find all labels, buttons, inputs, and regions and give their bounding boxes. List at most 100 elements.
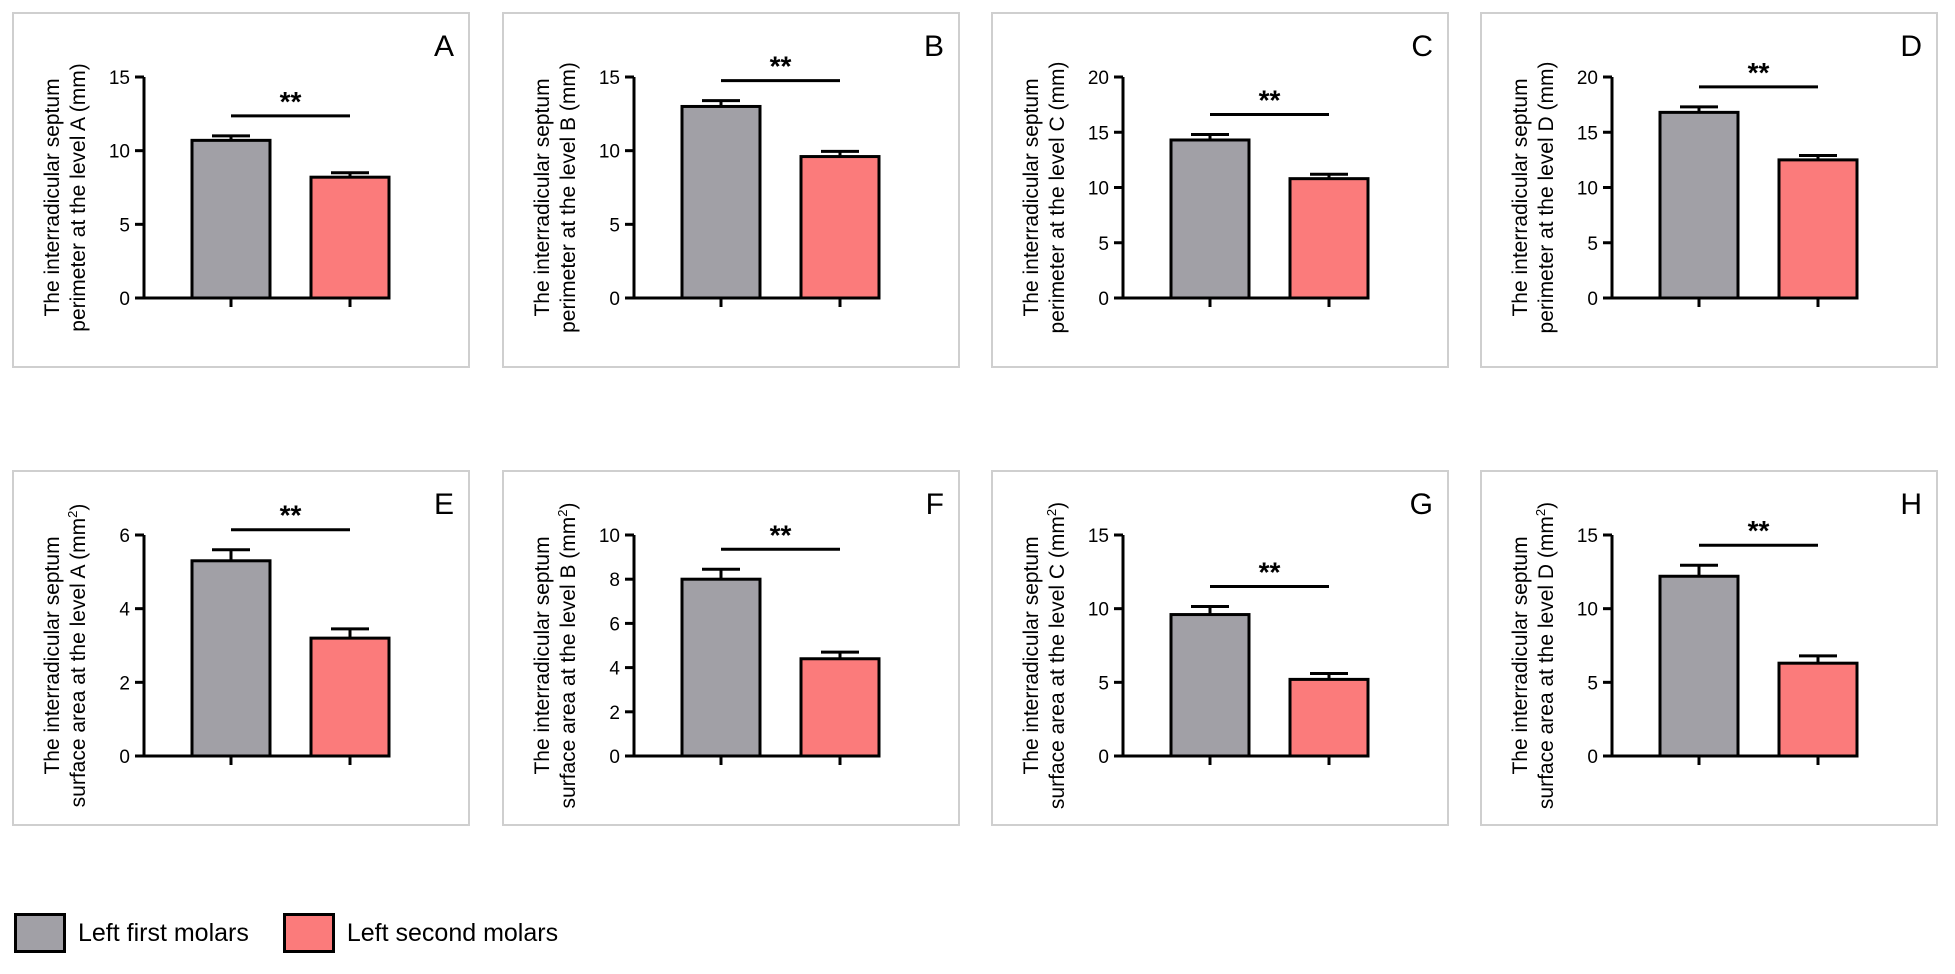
significance-label: ** xyxy=(1748,57,1770,88)
y-tick-label: 15 xyxy=(599,68,620,89)
y-axis-label-line1: The interradicular septum xyxy=(41,78,64,316)
bar-1 xyxy=(1169,613,1251,758)
bar-1 xyxy=(1658,110,1740,300)
y-tick-label: 15 xyxy=(109,68,130,89)
chart-svg-A: A The interradicular septum perimeter at t… xyxy=(41,30,454,332)
legend-swatch-first xyxy=(14,913,66,953)
y-axis-label: The interradicular septum perimeter at th… xyxy=(1509,62,1558,334)
chart-panel-F: F The interradicular septum surface area a… xyxy=(502,470,960,826)
y-tick-label: 10 xyxy=(599,142,620,163)
y-tick-label: 15 xyxy=(1577,123,1598,144)
bar-2 xyxy=(1777,158,1859,300)
bar-2 xyxy=(1777,661,1859,758)
y-axis-label: The interradicular septum surface area at… xyxy=(1020,502,1069,809)
significance-label: ** xyxy=(280,500,302,531)
chart-panel-C: C The interradicular septum perimeter at t… xyxy=(991,12,1449,368)
chart-svg-B: B The interradicular septum perimeter at t… xyxy=(531,30,944,333)
y-tick-label: 2 xyxy=(609,703,620,724)
y-axis-label-line1: The interradicular septum xyxy=(41,536,64,774)
panel-letter: F xyxy=(926,488,944,521)
panel-letter: E xyxy=(434,488,454,521)
bar-2 xyxy=(1288,677,1370,758)
y-tick-label: 0 xyxy=(1098,289,1109,310)
legend-item-first-molars: Left first molars xyxy=(14,913,249,953)
y-tick-label: 10 xyxy=(1577,179,1598,200)
panel-letter: H xyxy=(1900,488,1922,521)
y-tick-label: 5 xyxy=(1587,673,1598,694)
y-axis-label-line1: The interradicular septum xyxy=(1020,536,1043,774)
panel-letter: G xyxy=(1410,488,1433,521)
y-tick-label: 8 xyxy=(609,570,620,591)
bar-2 xyxy=(309,175,391,300)
y-tick-label: 0 xyxy=(1098,747,1109,768)
y-tick-label: 5 xyxy=(1098,673,1109,694)
y-axis-label-line1: The interradicular septum xyxy=(1020,78,1043,316)
y-axis-label-line1: The interradicular septum xyxy=(531,536,554,774)
bar-1 xyxy=(190,138,272,300)
chart-panel-H: H The interradicular septum surface area a… xyxy=(1480,470,1938,826)
y-axis-label: The interradicular septum perimeter at th… xyxy=(41,63,90,331)
y-tick-label: 0 xyxy=(119,289,130,310)
y-axis-label-line2: surface area at the level A (mm xyxy=(67,518,90,807)
chart-svg-F: F The interradicular septum surface area a… xyxy=(531,488,944,809)
legend-label-second: Left second molars xyxy=(346,918,559,947)
y-tick-label: 0 xyxy=(119,747,130,768)
y-tick-label: 5 xyxy=(1587,234,1598,255)
y-tick-label: 2 xyxy=(119,673,130,694)
panel-letter: B xyxy=(924,30,944,63)
bar-1 xyxy=(680,104,762,300)
y-tick-label: 10 xyxy=(1088,600,1109,621)
y-tick-label: 6 xyxy=(119,526,130,547)
y-tick-label: 5 xyxy=(1098,234,1109,255)
significance-label: ** xyxy=(1259,556,1281,587)
y-axis-label: The interradicular septum perimeter at th… xyxy=(531,62,580,333)
chart-svg-G: G The interradicular septum surface area a… xyxy=(1020,488,1433,809)
y-axis-label-line1: The interradicular septum xyxy=(531,78,554,316)
bar-2 xyxy=(799,155,881,300)
y-axis-label-end: ) xyxy=(557,502,580,509)
y-axis-label: The interradicular septum perimeter at th… xyxy=(1020,62,1069,334)
y-tick-label: 0 xyxy=(609,747,620,768)
y-tick-label: 10 xyxy=(109,142,130,163)
legend: Left first molars Left second molars xyxy=(14,906,592,960)
y-axis-label-line2: perimeter at the level D (mm) xyxy=(1535,62,1558,334)
bar-2 xyxy=(799,657,881,758)
panel-letter: C xyxy=(1411,30,1433,63)
significance-label: ** xyxy=(770,519,792,550)
chart-svg-C: C The interradicular septum perimeter at t… xyxy=(1020,30,1433,334)
y-axis-label-line2: surface area at the level C (mm xyxy=(1046,516,1069,809)
y-tick-label: 10 xyxy=(1088,179,1109,200)
y-axis-label-end: ) xyxy=(1535,502,1558,509)
y-axis-label-superscript: 2 xyxy=(1044,509,1059,516)
y-tick-label: 20 xyxy=(1577,68,1598,89)
chart-panel-G: G The interradicular septum surface area a… xyxy=(991,470,1449,826)
chart-panel-E: E The interradicular septum surface area a… xyxy=(12,470,470,826)
significance-label: ** xyxy=(770,51,792,82)
significance-label: ** xyxy=(1748,515,1770,546)
y-axis-label-line2: perimeter at the level B (mm) xyxy=(557,62,580,333)
y-tick-label: 5 xyxy=(609,215,620,236)
y-tick-label: 15 xyxy=(1088,123,1109,144)
y-axis-label-line2: surface area at the level D (mm xyxy=(1535,516,1558,809)
y-axis-label-line2: perimeter at the level A (mm) xyxy=(67,63,90,331)
y-tick-label: 0 xyxy=(609,289,620,310)
y-axis-label-superscript: 2 xyxy=(1533,509,1548,516)
y-axis-label-superscript: 2 xyxy=(65,511,80,518)
y-tick-label: 4 xyxy=(609,659,620,680)
y-tick-label: 4 xyxy=(119,600,130,621)
bar-1 xyxy=(190,559,272,758)
y-axis-label: The interradicular septum surface area at… xyxy=(1509,502,1558,809)
y-tick-label: 6 xyxy=(609,614,620,635)
y-tick-label: 15 xyxy=(1577,526,1598,547)
y-axis-label-line1: The interradicular septum xyxy=(1509,536,1532,774)
significance-label: ** xyxy=(280,86,302,117)
chart-panel-D: D The interradicular septum perimeter at t… xyxy=(1480,12,1938,368)
y-axis-label-end: ) xyxy=(67,504,90,511)
bar-2 xyxy=(309,636,391,758)
significance-label: ** xyxy=(1259,84,1281,115)
chart-panel-B: B The interradicular septum perimeter at t… xyxy=(502,12,960,368)
chart-panel-A: A The interradicular septum perimeter at t… xyxy=(12,12,470,368)
y-tick-label: 0 xyxy=(1587,747,1598,768)
chart-svg-H: H The interradicular septum surface area a… xyxy=(1509,488,1922,809)
y-axis-label-line2: perimeter at the level C (mm) xyxy=(1046,62,1069,334)
